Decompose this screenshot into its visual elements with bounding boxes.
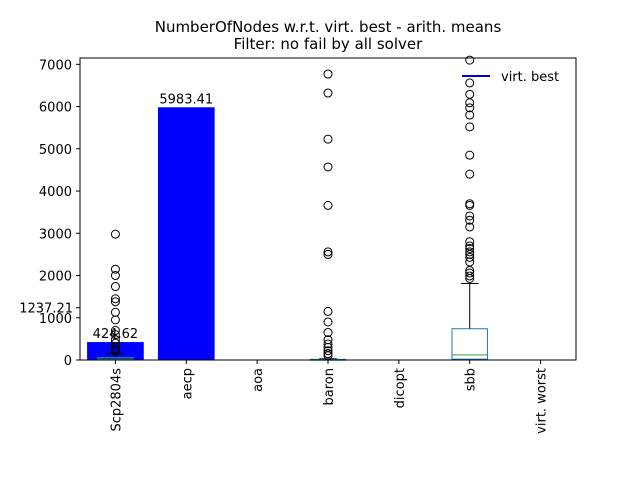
legend-label: virt. best bbox=[501, 70, 559, 85]
outlier-point bbox=[323, 134, 333, 144]
outlier-point bbox=[110, 264, 120, 274]
x-tick-label: aecp bbox=[180, 368, 195, 399]
y-tick-label: 6000 bbox=[39, 101, 72, 116]
outlier-point bbox=[110, 271, 120, 281]
chart-title: NumberOfNodes w.r.t. virt. best - arith.… bbox=[155, 18, 502, 36]
outlier-point bbox=[110, 294, 120, 304]
outlier-point bbox=[110, 282, 120, 292]
outlier-point bbox=[465, 200, 475, 210]
outlier-point bbox=[323, 247, 333, 257]
outlier-point bbox=[110, 335, 120, 345]
outlier-point bbox=[465, 89, 475, 99]
x-tick-label: virt. worst bbox=[535, 368, 550, 434]
outlier-point bbox=[465, 237, 475, 247]
outlier-point bbox=[465, 169, 475, 179]
outlier-point bbox=[465, 110, 475, 120]
box-iqr bbox=[451, 328, 488, 360]
outlier-point bbox=[465, 247, 475, 257]
x-tick-label: Scp2804s bbox=[109, 368, 124, 432]
outlier-point bbox=[465, 78, 475, 88]
outlier-point bbox=[323, 349, 333, 359]
legend: virt. best bbox=[462, 70, 559, 85]
outlier-point bbox=[323, 346, 333, 356]
boxplot-baron bbox=[309, 69, 347, 361]
outlier-point bbox=[323, 162, 333, 172]
outlier-point bbox=[110, 297, 120, 307]
y-tick-label: 0 bbox=[64, 354, 72, 369]
y-tick-label: 2000 bbox=[39, 270, 72, 285]
outlier-point bbox=[323, 200, 333, 210]
outlier-point bbox=[465, 150, 475, 160]
boxplots-layer bbox=[97, 55, 488, 361]
outlier-point bbox=[465, 243, 475, 253]
outlier-point bbox=[110, 307, 120, 317]
outlier-point bbox=[323, 249, 333, 259]
outlier-point bbox=[110, 325, 120, 335]
x-tick-label: sbb bbox=[464, 368, 479, 391]
x-tick-label: dicopt bbox=[393, 368, 408, 408]
outlier-point bbox=[110, 229, 120, 239]
outlier-point bbox=[465, 122, 475, 132]
outlier-point bbox=[465, 268, 475, 278]
outlier-point bbox=[323, 306, 333, 316]
outlier-point bbox=[323, 88, 333, 98]
outlier-point bbox=[465, 98, 475, 108]
bar-scp2804s bbox=[87, 342, 144, 360]
y-tick-label-extra: 1237.21 bbox=[19, 302, 73, 317]
plot-frame bbox=[79, 57, 577, 361]
outlier-point bbox=[323, 69, 333, 79]
axes-layer: 0 1000 2000 3000 4000 5000 6000 7000 1237.21 Scp2… bbox=[19, 58, 549, 433]
y-tick-label: 7000 bbox=[39, 58, 72, 73]
outlier-point bbox=[465, 222, 475, 232]
outlier-point bbox=[110, 347, 120, 357]
outlier-point bbox=[323, 317, 333, 327]
outlier-point bbox=[465, 103, 475, 113]
outlier-point bbox=[465, 257, 475, 267]
outlier-point bbox=[110, 344, 120, 354]
x-tick-label: baron bbox=[322, 368, 337, 405]
outlier-point bbox=[110, 341, 120, 351]
chart-subtitle: Filter: no fail by all solver bbox=[234, 35, 423, 53]
outlier-point bbox=[465, 211, 475, 221]
x-tick-label: aoa bbox=[251, 368, 266, 392]
y-tick-label: 4000 bbox=[39, 185, 72, 200]
boxplot-sbb bbox=[451, 55, 488, 360]
outlier-point bbox=[323, 339, 333, 349]
y-tick-label: 3000 bbox=[39, 227, 72, 242]
bar-aecp bbox=[157, 107, 215, 360]
outlier-point bbox=[465, 252, 475, 262]
y-tick-label: 5000 bbox=[39, 143, 72, 158]
outlier-point bbox=[465, 55, 475, 65]
outlier-point bbox=[323, 328, 333, 338]
outlier-point bbox=[465, 273, 475, 283]
boxplot-scp2804s bbox=[97, 229, 134, 361]
y-tick-label: 1000 bbox=[39, 312, 72, 327]
outlier-point bbox=[465, 215, 475, 225]
outlier-point bbox=[110, 315, 120, 325]
bar-value-label: 5983.41 bbox=[159, 92, 213, 107]
outlier-point bbox=[465, 271, 475, 281]
